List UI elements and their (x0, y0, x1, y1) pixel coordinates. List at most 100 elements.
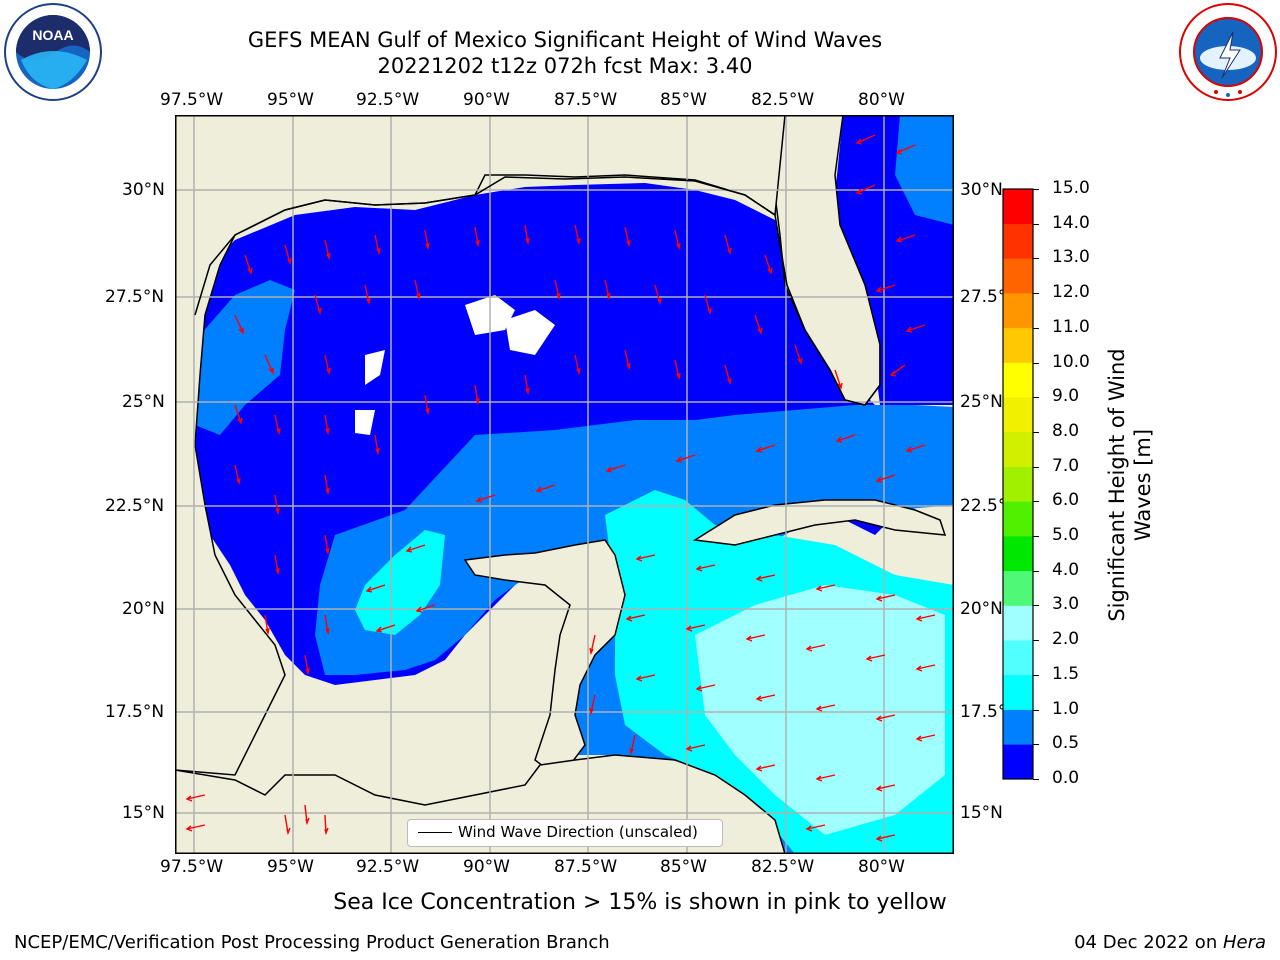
map-gridlines (175, 115, 954, 854)
lat-tick: 20°N (960, 599, 1003, 619)
colorbar-tick-label: 5.0 (1052, 525, 1080, 546)
colorbar-tick-mark (1033, 605, 1039, 607)
colorbar-block (1003, 744, 1033, 780)
colorbar-block (1003, 709, 1033, 745)
colorbar (1002, 188, 1034, 780)
yucatan-land (463, 539, 626, 776)
colorbar-label-line1: Significant Height of Wind (1105, 348, 1129, 622)
lat-tick: 25°N (122, 392, 165, 412)
map-legend: Wind Wave Direction (unscaled) (407, 819, 723, 847)
atlantic-mid-waves (895, 115, 954, 225)
lat-tick: 15°N (122, 803, 165, 823)
lon-tick: 87.5°W (554, 857, 618, 877)
lon-tick: 92.5°W (356, 90, 420, 110)
lat-tick: 17.5° (960, 702, 1007, 722)
colorbar-tick-label: 0.0 (1052, 768, 1080, 788)
lon-tick: 95°W (267, 90, 314, 110)
noaa-logo: NOAA (4, 3, 102, 101)
lon-tick: 80°W (858, 857, 905, 877)
colorbar-tick-label: 7.0 (1052, 455, 1080, 476)
colorbar-tick-mark (1033, 779, 1039, 780)
colorbar-block (1003, 501, 1033, 537)
lat-tick: 30°N (960, 180, 1003, 200)
colorbar-block (1003, 431, 1033, 467)
colorbar-tick-label: 13.0 (1052, 247, 1090, 268)
colorbar-tick-label: 15.0 (1052, 178, 1090, 198)
legend-label: Wind Wave Direction (unscaled) (458, 823, 698, 841)
noaa-logo-text: NOAA (32, 27, 73, 43)
nws-logo (1179, 3, 1277, 101)
colorbar-tick-mark (1033, 327, 1039, 329)
wind-wave-arrows (185, 134, 936, 842)
lat-tick: 30°N (122, 180, 165, 200)
colorbar-tick-mark (1033, 570, 1039, 572)
lon-tick: 97.5°W (160, 90, 224, 110)
colorbar-tick-label: 8.0 (1052, 420, 1080, 441)
coastline (194, 176, 881, 406)
colorbar-tick-mark (1033, 640, 1039, 642)
colorbar-tick-mark (1033, 397, 1039, 399)
colorbar-block (1003, 327, 1033, 363)
colorbar-tick-mark (1033, 223, 1039, 225)
lon-tick: 97.5°W (160, 857, 224, 877)
colorbar-label-line2: Waves [m] (1131, 428, 1155, 542)
missing-data-area (355, 410, 375, 435)
missing-data-area (365, 350, 385, 385)
colorbar-block (1003, 258, 1033, 294)
lat-tick: 17.5°N (105, 702, 165, 722)
colorbar-block (1003, 536, 1033, 572)
lon-tick: 95°W (267, 857, 314, 877)
colorbar-tick-label: 2.0 (1052, 629, 1080, 650)
footer-machine: Hera (1222, 932, 1266, 953)
map-frame (175, 115, 954, 854)
colorbar-tick-label: 14.0 (1052, 212, 1090, 233)
colorbar-tick-mark (1033, 501, 1039, 503)
colorbar-tick-label: 9.0 (1052, 386, 1080, 407)
lon-tick: 85°W (660, 857, 707, 877)
colorbar-block (1003, 605, 1033, 641)
colorbar-block (1003, 466, 1033, 502)
footer-date: 04 Dec 2022 on Hera (1074, 932, 1266, 953)
chart-title: GEFS MEAN Gulf of Mexico Significant Hei… (247, 28, 883, 52)
colorbar-block (1003, 640, 1033, 676)
colorbar-block (1003, 189, 1033, 225)
colorbar-block (1003, 223, 1033, 259)
colorbar-tick-mark (1033, 709, 1039, 711)
footer-date-text: 04 Dec 2022 on (1074, 932, 1223, 953)
colorbar-tick-label: 11.0 (1052, 316, 1090, 337)
lat-tick: 22.5° (960, 496, 1007, 516)
lat-tick: 27.5°N (105, 287, 165, 307)
lon-tick: 80°W (858, 90, 905, 110)
sea-ice-note: Sea Ice Concentration > 15% is shown in … (333, 890, 947, 915)
colorbar-tick-mark (1033, 431, 1039, 433)
lat-tick: 25°N (960, 392, 1003, 412)
colorbar-tick-mark (1033, 258, 1039, 260)
colorbar-tick-mark (1033, 536, 1039, 538)
lon-tick: 87.5°W (554, 90, 618, 110)
colorbar-block (1003, 293, 1033, 329)
chart-subtitle-run: 20221202 t12z 072h fcst Max: 3.40 (377, 54, 753, 78)
lon-tick: 82.5°W (751, 90, 815, 110)
lat-tick: 15°N (960, 803, 1003, 823)
colorbar-tick-mark (1033, 744, 1039, 746)
western-gulf-mid-waves (195, 280, 295, 435)
colorbar-tick-label: 1.0 (1052, 698, 1080, 719)
colorbar-tick-label: 4.0 (1052, 559, 1080, 580)
colorbar-tick-mark (1033, 189, 1039, 190)
colorbar-tick-label: 12.0 (1052, 282, 1090, 303)
colorbar-tick-label: 3.0 (1052, 594, 1080, 615)
lat-tick: 27.5° (960, 287, 1007, 307)
colorbar-tick-label: 0.5 (1052, 733, 1080, 754)
lon-tick: 90°W (463, 857, 510, 877)
footer-producer: NCEP/EMC/Verification Post Processing Pr… (14, 932, 610, 953)
legend-line-swatch (418, 832, 452, 833)
lon-tick: 90°W (463, 90, 510, 110)
colorbar-tick-label: 10.0 (1052, 351, 1090, 372)
lon-tick: 82.5°W (751, 857, 815, 877)
colorbar-tick-label: 1.5 (1052, 663, 1080, 684)
colorbar-block (1003, 397, 1033, 433)
map-plot (175, 115, 954, 854)
colorbar-block (1003, 570, 1033, 606)
colorbar-block (1003, 362, 1033, 398)
lat-tick: 20°N (122, 599, 165, 619)
